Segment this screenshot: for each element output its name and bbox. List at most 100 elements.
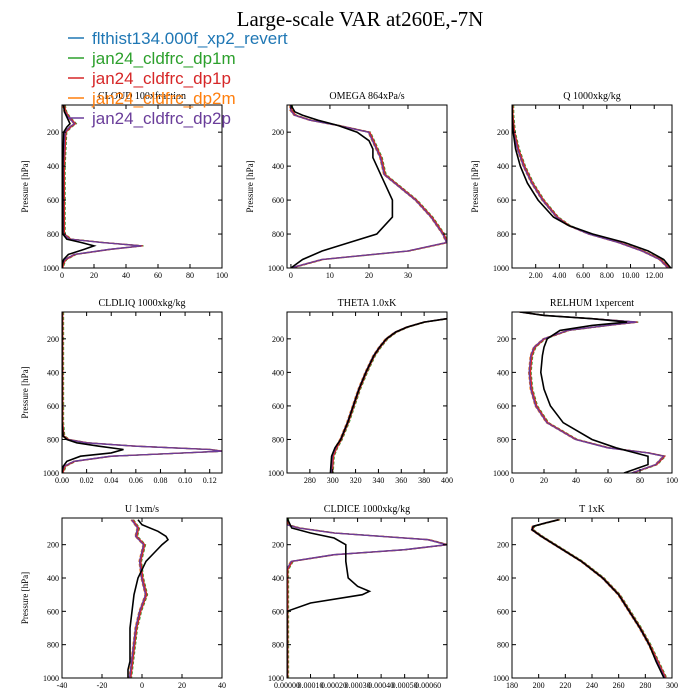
panel-theta: THETA 1.0xK 200 400 600 800 1000 280 300 320 340 3… xyxy=(268,298,453,485)
series-group xyxy=(329,317,447,473)
panel-cldliq: CLDLIQ 1000xkg/kg Pressure [hPa] 200 400 600… xyxy=(20,298,223,485)
x-tick-label: 0.04 xyxy=(104,476,118,485)
x-tick-label: 360 xyxy=(395,476,407,485)
x-tick-label: 0.00030 xyxy=(345,681,371,690)
y-tick-label: 400 xyxy=(272,162,284,171)
y-tick-label: 200 xyxy=(272,335,284,344)
series-line-dp2m xyxy=(518,312,665,473)
panel-title: Q 1000xkg/kg xyxy=(563,91,621,102)
y-tick-label: 800 xyxy=(47,230,59,239)
plot-frame xyxy=(286,517,448,679)
y-tick-label: 600 xyxy=(497,402,509,411)
y-tick-label: 1000 xyxy=(43,674,59,683)
x-tick-label: 12.00 xyxy=(645,271,663,280)
y-tick-label: 1000 xyxy=(268,674,284,683)
legend-entry: flthist134.000f_xp2_revert xyxy=(92,29,288,48)
series-line-dp1p xyxy=(331,318,447,473)
plot-frame xyxy=(511,104,673,269)
y-axis-label: Pressure [hPa] xyxy=(20,160,30,212)
x-tick-label: 20 xyxy=(365,271,373,280)
x-tick-label: 320 xyxy=(350,476,362,485)
x-tick-label: 0 xyxy=(60,271,64,280)
y-tick-label: 1000 xyxy=(268,469,284,478)
series-line-dp2p xyxy=(289,105,447,268)
y-tick-label: 400 xyxy=(497,574,509,583)
legend-entry: jan24_cldfrc_dp2m xyxy=(91,89,236,108)
y-tick-label: 200 xyxy=(47,541,59,550)
y-tick-label: 800 xyxy=(497,435,509,444)
y-tick-label: 400 xyxy=(272,574,284,583)
series-line-dp1p xyxy=(130,519,148,678)
y-tick-label: 400 xyxy=(272,368,284,377)
x-tick-label: 0.00020 xyxy=(321,681,347,690)
y-tick-label: 200 xyxy=(497,335,509,344)
y-tick-label: 800 xyxy=(47,435,59,444)
series-group xyxy=(512,105,672,268)
series-line-dp1p xyxy=(62,105,143,268)
x-tick-label: 200 xyxy=(533,681,545,690)
y-tick-label: 200 xyxy=(47,335,59,344)
x-tick-label: 0.10 xyxy=(178,476,192,485)
panel-title: CLDLIQ 1000xkg/kg xyxy=(99,298,186,309)
x-tick-label: 20 xyxy=(90,271,98,280)
y-axis-label: Pressure [hPa] xyxy=(20,572,30,624)
y-tick-label: 400 xyxy=(47,162,59,171)
y-tick-label: 600 xyxy=(47,402,59,411)
series-line-reference xyxy=(62,312,124,473)
x-tick-label: 0.00 xyxy=(55,476,69,485)
panel-title: THETA 1.0xK xyxy=(338,298,397,309)
panel-title: U 1xm/s xyxy=(125,504,159,515)
y-tick-label: 800 xyxy=(272,435,284,444)
y-tick-label: 1000 xyxy=(493,674,509,683)
x-tick-label: 10 xyxy=(326,271,334,280)
series-line-dp2m xyxy=(289,105,447,268)
x-tick-label: 180 xyxy=(506,681,518,690)
y-tick-label: 600 xyxy=(47,196,59,205)
legend-entry: jan24_cldfrc_dp1p xyxy=(91,69,231,88)
plot-frame xyxy=(286,104,448,269)
y-tick-label: 200 xyxy=(272,541,284,550)
y-tick-label: 1000 xyxy=(493,469,509,478)
y-tick-label: 800 xyxy=(272,230,284,239)
x-tick-label: 0.06 xyxy=(129,476,143,485)
x-tick-label: 0 xyxy=(510,476,514,485)
series-line-reference xyxy=(127,519,170,678)
series-line-dp1p xyxy=(291,105,447,268)
y-tick-label: 600 xyxy=(497,196,509,205)
series-line-dp1m xyxy=(287,518,447,678)
y-tick-label: 400 xyxy=(497,162,509,171)
series-line-dp2p xyxy=(128,519,147,678)
series-line-dp2m xyxy=(62,105,142,267)
y-tick-label: 600 xyxy=(497,607,509,616)
plot-frame xyxy=(511,311,673,474)
x-tick-label: 100 xyxy=(216,271,228,280)
y-tick-label: 1000 xyxy=(43,469,59,478)
panel-q: Q 1000xkg/kg Pressure [hPa] 200 400 600 800 10… xyxy=(470,91,673,280)
series-line-reference xyxy=(519,312,649,473)
series-line-dp1m xyxy=(512,105,671,268)
y-tick-label: 200 xyxy=(497,128,509,137)
y-axis-label: Pressure [hPa] xyxy=(20,366,30,418)
x-tick-label: 0.00000 xyxy=(274,681,300,690)
x-tick-label: -20 xyxy=(97,681,108,690)
series-line-dp1m xyxy=(291,105,447,268)
series-line-dp1m xyxy=(521,312,667,473)
series-line-reference xyxy=(287,518,372,678)
panel-title: RELHUM 1xpercent xyxy=(550,298,634,309)
y-axis-label: Pressure [hPa] xyxy=(245,160,255,212)
series-line-dp1p xyxy=(287,518,447,678)
y-tick-label: 800 xyxy=(497,230,509,239)
y-tick-label: 1000 xyxy=(268,264,284,273)
series-line-dp2p xyxy=(287,518,447,678)
x-tick-label: 4.00 xyxy=(552,271,566,280)
y-tick-label: 400 xyxy=(47,368,59,377)
x-tick-label: 80 xyxy=(636,476,644,485)
series-line-dp1m xyxy=(130,519,149,678)
y-tick-label: 400 xyxy=(47,574,59,583)
panel-cldice: CLDICE 1000xkg/kg 200 400 600 800 10000.00000… xyxy=(268,504,448,690)
x-tick-label: 0.00060 xyxy=(415,681,441,690)
